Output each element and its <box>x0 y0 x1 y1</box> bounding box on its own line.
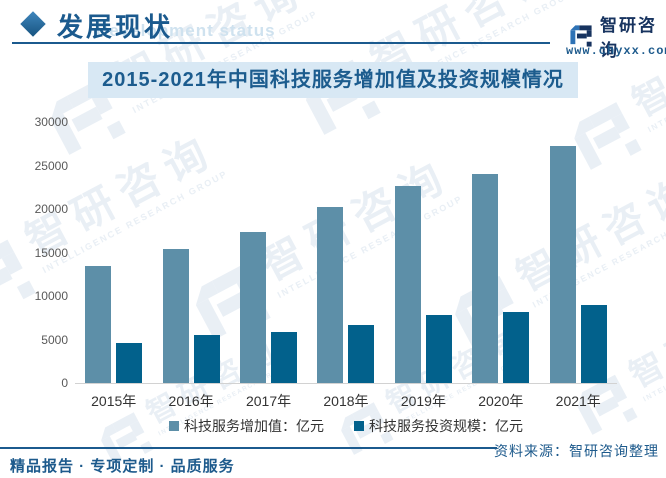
bar-group-2020年 <box>462 122 539 383</box>
y-tick-label: 5000 <box>41 332 68 347</box>
bar-group-2016年 <box>152 122 229 383</box>
page-title: 发展现状 <box>57 12 174 42</box>
y-tick-label: 30000 <box>34 115 68 129</box>
legend-item: 科技服务投资规模：亿元 <box>354 416 523 436</box>
header-divider <box>12 42 550 44</box>
bar-group-2021年 <box>540 122 617 383</box>
brand-logo-icon <box>570 25 592 47</box>
y-axis: 0 5000 10000 15000 20000 25000 30000 <box>28 115 68 390</box>
bar-group-2018年 <box>307 122 384 383</box>
watermark-en-text: INTELLIGENCE RESEARCH GROUP <box>641 318 666 404</box>
y-tick-label: 15000 <box>34 245 68 260</box>
bar <box>85 266 112 383</box>
bar <box>472 174 499 383</box>
x-tick-label: 2015年 <box>91 393 137 409</box>
y-tick-label: 0 <box>61 376 68 390</box>
x-tick-label: 2019年 <box>400 393 446 409</box>
bar <box>549 146 576 383</box>
legend-swatch-icon <box>169 421 179 431</box>
footer-slogan: 精品报告 · 专项定制 · 品质服务 <box>10 458 235 475</box>
bar <box>193 335 220 383</box>
y-tick-label: 20000 <box>34 202 68 216</box>
plot-area <box>75 122 617 384</box>
bar <box>317 207 344 383</box>
x-tick-label: 2016年 <box>168 393 214 409</box>
chart-legend: 科技服务增加值：亿元 科技服务投资规模：亿元 <box>75 416 617 436</box>
footer-divider <box>0 447 497 449</box>
brand-logo: 智研咨询 <box>568 11 666 61</box>
legend-item: 科技服务增加值：亿元 <box>169 416 324 436</box>
brand-name: 智研咨询 <box>600 16 658 60</box>
x-tick-label: 2017年 <box>245 393 292 409</box>
x-tick-label: 2018年 <box>323 393 369 409</box>
y-tick-label: 10000 <box>34 289 68 303</box>
bar-group-2017年 <box>230 122 307 383</box>
bar <box>271 332 298 383</box>
y-tick-label: 25000 <box>34 158 68 173</box>
diamond-icon <box>20 11 46 37</box>
bar <box>240 232 267 383</box>
legend-label: 科技服务投资规模：亿元 <box>369 418 523 434</box>
bar <box>580 305 607 383</box>
x-tick-label: 2021年 <box>555 393 601 409</box>
bar <box>348 325 375 383</box>
bar-group-2015年 <box>75 122 152 383</box>
chart-title: 2015-2021年中国科技服务增加值及投资规模情况 <box>88 62 578 98</box>
watermark-logo-icon <box>0 0 20 1</box>
data-source-label: 资料来源：智研咨询整理 <box>494 443 659 459</box>
bar <box>116 343 143 383</box>
bar <box>162 249 189 383</box>
x-tick-label: 2020年 <box>478 393 524 409</box>
legend-label: 科技服务增加值：亿元 <box>184 418 324 434</box>
watermark-cn-text: 智研咨询 <box>623 283 666 395</box>
header-watermark-text: Development status <box>96 21 276 40</box>
bar <box>394 186 421 383</box>
legend-swatch-icon <box>354 421 364 431</box>
brand-website: www.chyxx.com <box>566 44 666 58</box>
bar <box>425 315 452 383</box>
x-axis: 2015年 2016年 2017年 2018年 2019年 2020年 2021年 <box>75 391 617 411</box>
bar <box>503 312 530 383</box>
bar-group-2019年 <box>385 122 462 383</box>
